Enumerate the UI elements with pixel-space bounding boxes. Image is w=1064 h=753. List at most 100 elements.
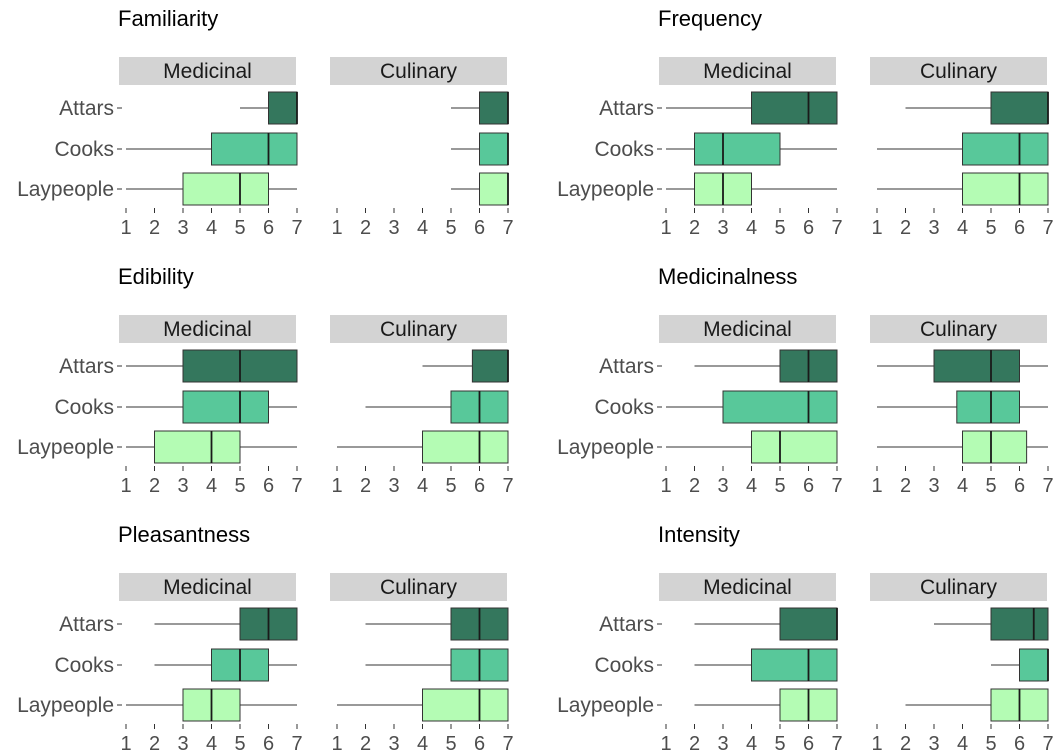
box-laypeople (905, 688, 1049, 722)
x-tick-label: 7 (831, 733, 842, 753)
x-tick-label: 3 (388, 733, 399, 753)
box-cooks (126, 132, 298, 166)
y-tick-label: Attars (599, 355, 654, 378)
x-tick-label: 6 (803, 733, 814, 753)
y-tick-label: Attars (599, 613, 654, 636)
x-tick-label: 7 (502, 217, 513, 239)
panel-medicinalness: Medicinalness Attars Cooks Laypeople Medicin… (557, 264, 1053, 497)
panel-pleasantness: Pleasantness Attars Cooks Laypeople Medicina… (17, 522, 513, 753)
box-iqr (479, 172, 509, 206)
box-laypeople (877, 430, 1048, 464)
x-tick-label: 7 (502, 475, 513, 497)
panel-title: Medicinalness (658, 264, 797, 289)
facet-strip (659, 573, 836, 601)
x-tick-label: 1 (871, 475, 882, 497)
y-tick-label: Cooks (54, 654, 114, 677)
facet-strip (870, 573, 1047, 601)
box-laypeople (126, 172, 297, 206)
x-tick-label: 6 (263, 217, 274, 239)
x-tick-label: 4 (746, 733, 757, 753)
x-tick-label: 3 (177, 475, 188, 497)
box-cooks (991, 648, 1049, 682)
box-iqr (751, 91, 838, 125)
box-attars (694, 349, 838, 383)
box-iqr (182, 390, 269, 424)
facet-strip (870, 57, 1047, 85)
y-tick-label: Attars (59, 97, 114, 120)
y-tick-label: Laypeople (17, 178, 114, 201)
x-tick-label: 1 (331, 475, 342, 497)
facet-strip (119, 315, 296, 343)
box-cooks (365, 390, 509, 424)
x-tick-label: 5 (985, 733, 996, 753)
box-laypeople (126, 688, 297, 722)
box-iqr (751, 430, 838, 464)
facet-strip-label: Medicinal (163, 576, 252, 599)
x-tick-label: 6 (474, 733, 485, 753)
box-iqr (962, 172, 1049, 206)
y-tick-label: Laypeople (17, 694, 114, 717)
box-attars (154, 607, 298, 641)
box-attars (877, 349, 1048, 383)
x-tick-label: 2 (360, 217, 371, 239)
box-attars (666, 91, 838, 125)
y-tick-label: Laypeople (17, 436, 114, 459)
y-tick-label: Cooks (594, 138, 654, 161)
box-iqr (479, 132, 509, 166)
box-iqr (479, 91, 509, 125)
x-tick-label: 3 (928, 733, 939, 753)
y-tick-label: Cooks (54, 396, 114, 419)
x-tick-label: 7 (831, 475, 842, 497)
box-cooks (877, 390, 1048, 424)
x-tick-label: 5 (445, 217, 456, 239)
facet-strip (659, 315, 836, 343)
x-tick-label: 2 (689, 733, 700, 753)
x-tick-label: 5 (774, 475, 785, 497)
panel-title: Pleasantness (118, 522, 250, 547)
x-tick-label: 6 (263, 733, 274, 753)
x-tick-label: 2 (149, 733, 160, 753)
box-iqr (722, 390, 838, 424)
x-tick-label: 3 (928, 475, 939, 497)
x-tick-label: 5 (445, 475, 456, 497)
facet-strip (870, 315, 1047, 343)
y-tick-label: Attars (59, 613, 114, 636)
x-tick-label: 7 (291, 217, 302, 239)
x-tick-label: 7 (291, 475, 302, 497)
x-tick-label: 1 (660, 475, 671, 497)
x-tick-label: 3 (928, 217, 939, 239)
box-iqr (211, 132, 298, 166)
x-tick-label: 7 (291, 733, 302, 753)
x-tick-label: 6 (1014, 217, 1025, 239)
x-tick-label: 6 (1014, 475, 1025, 497)
x-tick-label: 7 (1042, 217, 1053, 239)
box-laypeople (337, 688, 509, 722)
box-laypeople (337, 430, 509, 464)
x-tick-label: 3 (177, 733, 188, 753)
x-tick-label: 4 (417, 733, 428, 753)
box-iqr (962, 430, 1028, 464)
box-iqr (154, 430, 241, 464)
panel-title: Edibility (118, 264, 194, 289)
facet-strip-label: Medicinal (163, 318, 252, 341)
x-tick-label: 1 (871, 733, 882, 753)
x-tick-label: 7 (831, 217, 842, 239)
panel-title: Frequency (658, 6, 762, 31)
box-attars (365, 607, 509, 641)
box-cooks (666, 390, 838, 424)
box-laypeople (694, 688, 838, 722)
x-tick-label: 2 (360, 733, 371, 753)
x-tick-label: 3 (388, 475, 399, 497)
x-tick-label: 4 (417, 475, 428, 497)
box-laypeople (666, 430, 838, 464)
facet-strip (330, 573, 507, 601)
x-tick-label: 5 (234, 733, 245, 753)
x-tick-label: 1 (331, 217, 342, 239)
box-iqr (422, 430, 509, 464)
facet-strip-label: Culinary (380, 318, 458, 341)
y-tick-label: Cooks (54, 138, 114, 161)
x-tick-label: 4 (957, 217, 968, 239)
x-tick-label: 4 (957, 475, 968, 497)
